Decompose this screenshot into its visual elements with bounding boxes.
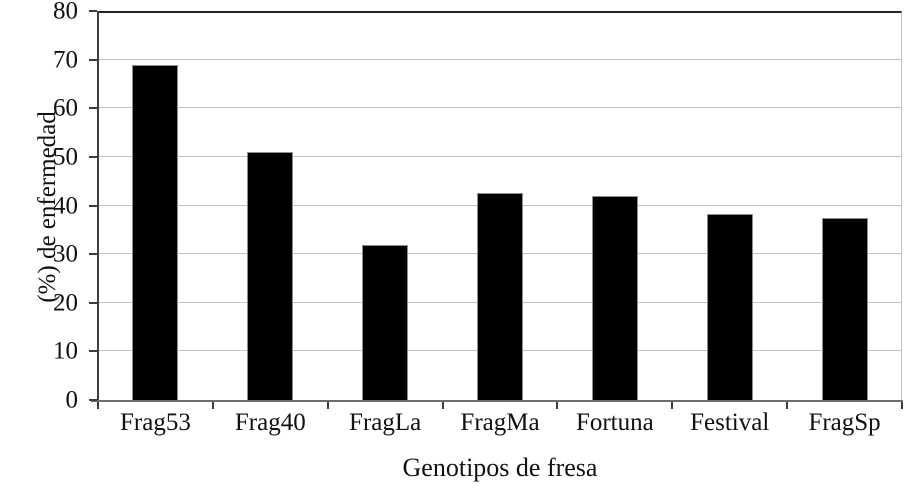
- bar-Frag53: [132, 64, 179, 400]
- y-tick-label: 60: [53, 94, 78, 122]
- y-tick-label: 30: [53, 240, 78, 268]
- bar-Festival: [706, 214, 753, 400]
- x-category-label: FragSp: [808, 409, 881, 436]
- x-tick: [211, 402, 214, 409]
- bar-FragLa: [362, 245, 409, 400]
- bar-Frag40: [247, 152, 294, 400]
- y-tick: [89, 204, 97, 207]
- x-tick: [671, 402, 674, 409]
- y-tick-label: 40: [53, 192, 78, 219]
- x-tick: [786, 402, 789, 409]
- bar-Fortuna: [591, 196, 638, 400]
- y-tick-label: 50: [53, 143, 78, 171]
- y-tick: [89, 350, 97, 353]
- y-tick: [89, 10, 97, 12]
- y-tick-label: 70: [53, 46, 78, 74]
- y-axis-line: [97, 11, 99, 407]
- x-axis-line: [91, 400, 903, 402]
- x-category-label: Frag40: [234, 409, 306, 436]
- x-tick: [97, 402, 99, 409]
- y-tick: [89, 155, 97, 158]
- y-tick: [89, 107, 97, 110]
- gridline: [98, 58, 901, 60]
- x-category-label: FragLa: [349, 409, 422, 436]
- x-tick: [441, 402, 444, 409]
- y-tick: [89, 253, 97, 256]
- y-tick-label: 0: [65, 386, 79, 414]
- x-category-label: FragMa: [460, 409, 540, 436]
- x-tick: [326, 402, 329, 409]
- x-category-label: Fortuna: [575, 409, 654, 436]
- gridline: [98, 155, 901, 157]
- bar-FragSp: [821, 218, 868, 400]
- gridline: [98, 107, 901, 109]
- y-tick-label: 20: [53, 289, 78, 317]
- plot-area: [98, 11, 902, 400]
- x-tick: [901, 402, 903, 409]
- y-tick: [89, 399, 97, 401]
- y-tick: [89, 58, 97, 61]
- y-tick-label: 80: [53, 0, 78, 25]
- y-tick: [89, 301, 97, 304]
- y-tick-label: 10: [53, 337, 78, 365]
- x-category-label: Frag53: [120, 409, 191, 436]
- bar-FragMa: [477, 192, 523, 400]
- y-axis-ticks: [89, 10, 97, 401]
- y-axis-tick-labels: 0 10 20 30 40 50 60 70 80: [0, 0, 88, 413]
- x-axis-title: Genotipos de fresa: [402, 453, 598, 482]
- x-tick: [556, 402, 559, 409]
- x-category-label: Festival: [690, 409, 770, 436]
